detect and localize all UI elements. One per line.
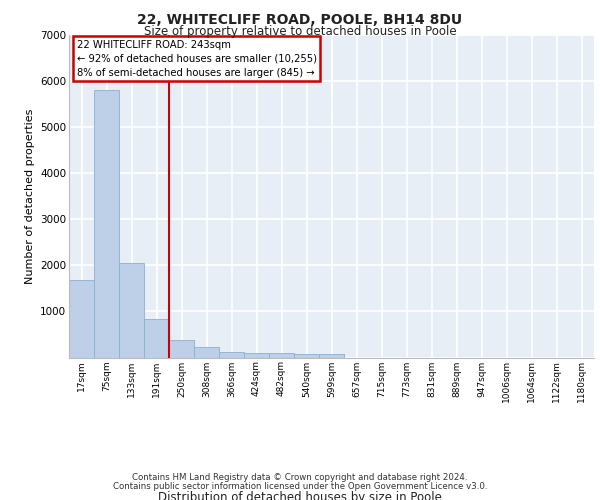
- Text: 22 WHITECLIFF ROAD: 243sqm
← 92% of detached houses are smaller (10,255)
8% of s: 22 WHITECLIFF ROAD: 243sqm ← 92% of deta…: [77, 40, 317, 78]
- Bar: [169, 340, 194, 357]
- Bar: [269, 353, 294, 358]
- Bar: [294, 354, 319, 358]
- Y-axis label: Number of detached properties: Number of detached properties: [25, 108, 35, 284]
- Bar: [319, 354, 344, 358]
- Bar: [119, 262, 144, 358]
- Bar: [244, 352, 269, 358]
- Text: Contains HM Land Registry data © Crown copyright and database right 2024.: Contains HM Land Registry data © Crown c…: [132, 472, 468, 482]
- Bar: [194, 348, 219, 358]
- Bar: [94, 90, 119, 358]
- Text: Size of property relative to detached houses in Poole: Size of property relative to detached ho…: [143, 25, 457, 38]
- Bar: [69, 280, 94, 357]
- Text: Contains public sector information licensed under the Open Government Licence v3: Contains public sector information licen…: [113, 482, 487, 491]
- Text: 22, WHITECLIFF ROAD, POOLE, BH14 8DU: 22, WHITECLIFF ROAD, POOLE, BH14 8DU: [137, 12, 463, 26]
- Bar: [219, 352, 244, 358]
- Bar: [144, 320, 169, 358]
- Text: Distribution of detached houses by size in Poole: Distribution of detached houses by size …: [158, 491, 442, 500]
